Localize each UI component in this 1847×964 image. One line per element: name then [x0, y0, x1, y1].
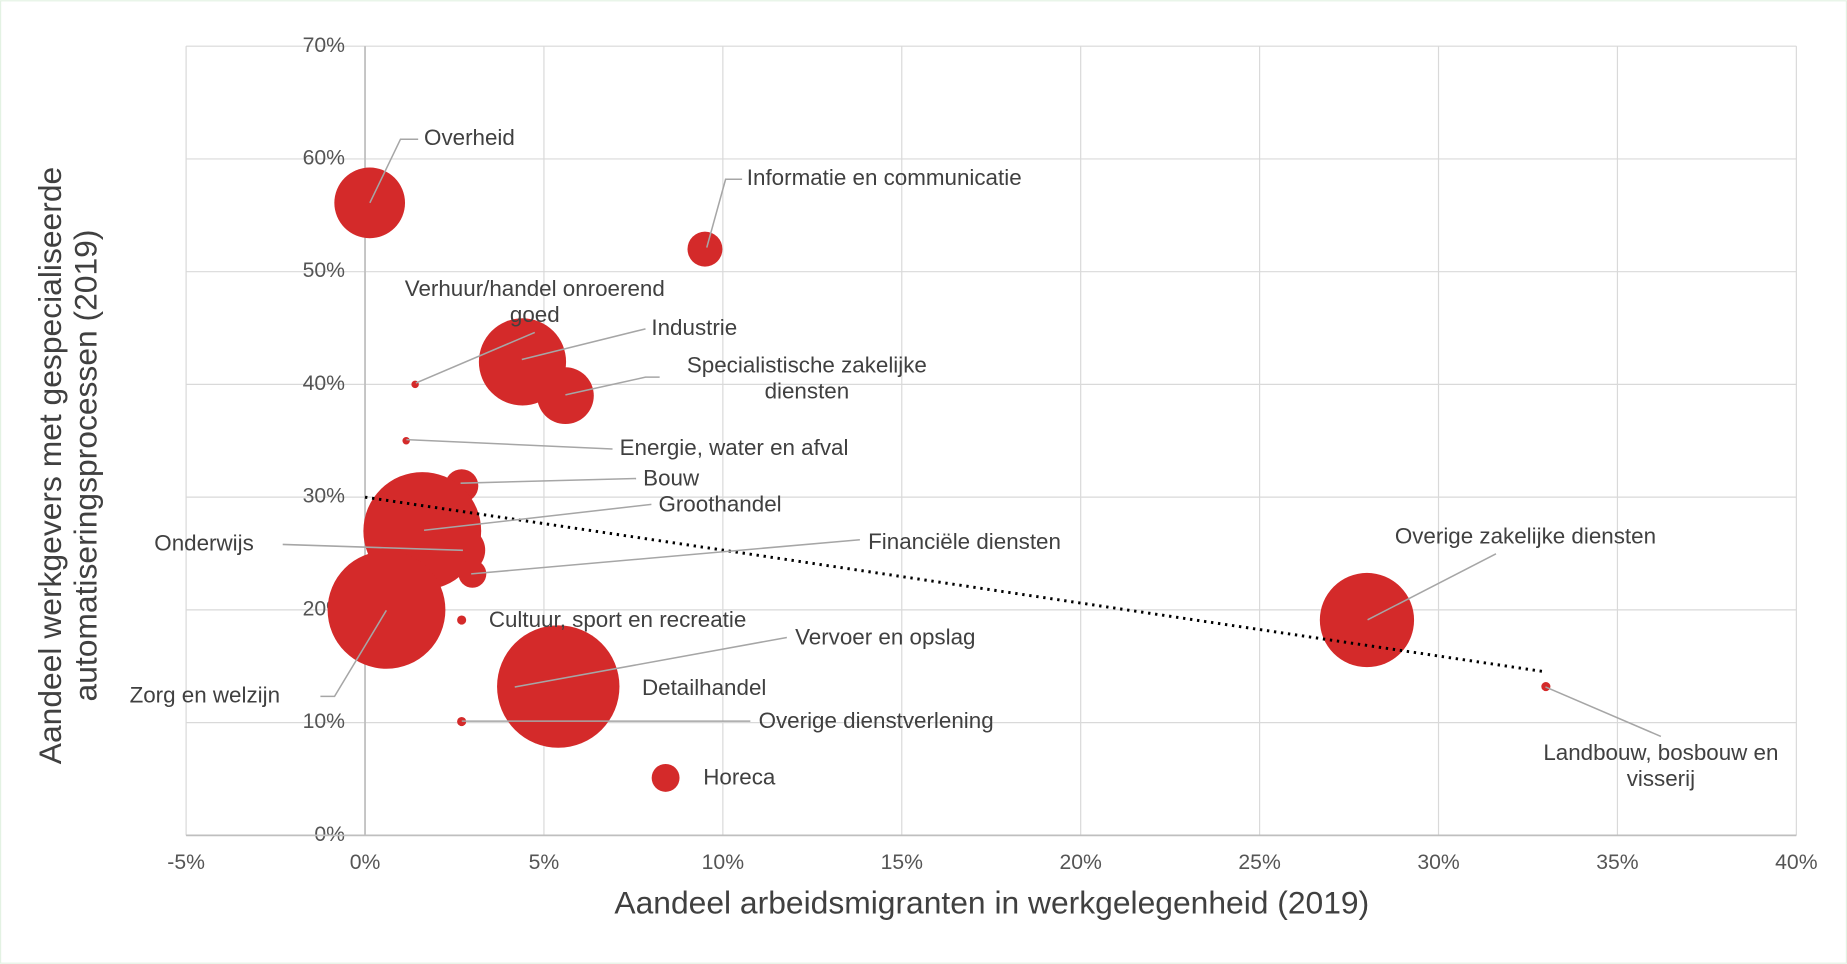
leader-line: [514, 636, 787, 688]
bubble-label: Overige zakelijke diensten: [1395, 523, 1656, 548]
bubble: [327, 550, 446, 669]
bubble-label: Overige dienstverlening: [759, 708, 994, 733]
x-tick-label: 5%: [529, 851, 560, 874]
bubble: [497, 625, 620, 748]
bubble: [687, 231, 723, 267]
leader-line: [282, 543, 463, 552]
bubble-label: Cultuur, sport en recreatie: [489, 607, 746, 632]
bubble: [402, 437, 410, 445]
bubble-label: Informatie en communicatie: [747, 165, 1022, 190]
x-tick-label: 10%: [702, 851, 745, 874]
x-tick-label: -5%: [167, 851, 205, 874]
bubble-label: Bouw: [643, 466, 700, 491]
leader-line: [406, 438, 613, 450]
y-tick-label: 60%: [303, 147, 346, 170]
bubble: [537, 367, 594, 425]
y-axis-title: Aandeel werkgevers met gespecialiseerdea…: [32, 167, 103, 764]
x-tick-label: 25%: [1238, 851, 1281, 874]
bubble-label: Horeca: [703, 765, 776, 790]
x-tick-label: 0%: [350, 851, 381, 874]
bubble-label: Specialistische zakelijke diensten: [687, 352, 927, 403]
y-tick-label: 50%: [303, 259, 346, 282]
bubble-label: Vervoer en opslag: [795, 625, 975, 650]
bubble-label: Energie, water en afval: [620, 435, 849, 460]
bubble-label: Financiële diensten: [868, 529, 1061, 554]
bubble-label: Onderwijs: [154, 530, 253, 555]
x-tick-label: 40%: [1775, 851, 1818, 874]
y-tick-label: 30%: [303, 485, 346, 508]
bubble-label: Overheid: [424, 125, 515, 150]
bubble-label: Detailhandel: [642, 675, 766, 700]
bubble: [651, 763, 680, 792]
x-tick-label: 20%: [1059, 851, 1102, 874]
bubble-label: Zorg en welzijn: [130, 682, 280, 707]
leader-line: [1545, 686, 1662, 738]
leader-line: [565, 376, 660, 396]
x-axis-title: Aandeel arbeidsmigranten in werkgelegenh…: [614, 884, 1369, 920]
leader-line: [521, 328, 646, 361]
leader-line: [706, 178, 743, 248]
bubble-label: Verhuur/handel onroerend goed: [405, 276, 665, 327]
leader-line: [423, 503, 652, 532]
bubble-label: Industrie: [651, 315, 737, 340]
leader-line: [471, 538, 860, 575]
bubble: [457, 716, 467, 727]
bubble: [457, 615, 467, 625]
y-tick-label: 0%: [314, 823, 345, 846]
bubble: [1319, 572, 1415, 668]
x-tick-label: 15%: [881, 851, 924, 874]
leader-line: [415, 331, 536, 384]
bubble-label: Groothandel: [658, 491, 781, 516]
leader-line: [1367, 553, 1497, 621]
leader-line: [369, 138, 419, 204]
y-tick-label: 10%: [303, 710, 346, 733]
trendline: [364, 495, 1547, 674]
x-tick-label: 30%: [1417, 851, 1460, 874]
bubble-label: Landbouw, bosbouw en visserij: [1543, 740, 1778, 791]
y-tick-label: 70%: [303, 34, 346, 57]
bubble: [334, 167, 406, 239]
x-tick-label: 35%: [1596, 851, 1639, 874]
leader-line: [320, 609, 388, 698]
y-tick-label: 40%: [303, 372, 346, 395]
leader-line: [460, 477, 637, 484]
